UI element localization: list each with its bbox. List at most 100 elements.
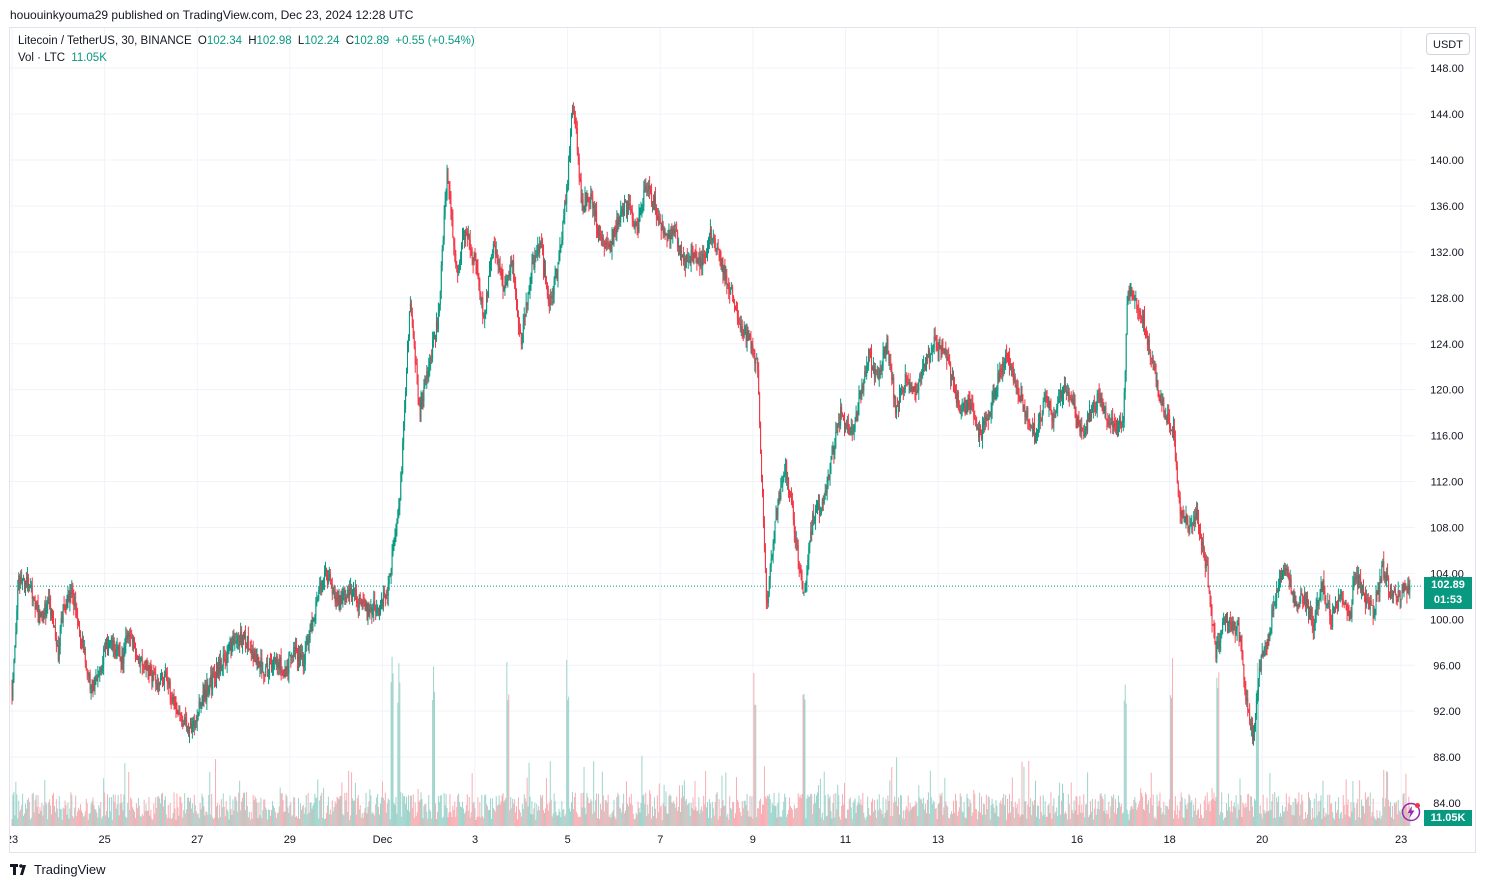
- volume-bar: [1107, 813, 1109, 826]
- candle-body: [485, 310, 487, 314]
- volume-bar: [227, 811, 229, 826]
- volume-bar: [161, 794, 163, 826]
- legend-volume[interactable]: Vol · LTC 11.05K: [18, 52, 110, 64]
- legend-ohlc[interactable]: Litecoin / TetherUS, 30, BINANCE O102.34…: [18, 35, 478, 47]
- volume-bar: [430, 811, 432, 826]
- volume-bar: [940, 795, 942, 826]
- candle-body: [119, 651, 121, 660]
- volume-bar: [248, 811, 250, 826]
- candle-body: [1228, 620, 1230, 625]
- volume-bar: [732, 801, 734, 826]
- candle-body: [824, 490, 826, 496]
- volume-bar: [907, 795, 909, 826]
- candle-body: [1325, 602, 1327, 606]
- volume-bar: [568, 696, 570, 826]
- volume-bar: [1399, 812, 1401, 826]
- volume-bar: [201, 793, 203, 826]
- candle-body: [1243, 664, 1245, 680]
- volume-bar: [590, 799, 592, 826]
- candle-body: [406, 372, 408, 392]
- volume-bar: [762, 804, 764, 826]
- candle-body: [1377, 587, 1379, 595]
- volume-bar: [1265, 811, 1267, 826]
- volume-bar: [373, 813, 375, 826]
- candle-body: [678, 245, 680, 248]
- volume-bar: [1357, 798, 1359, 826]
- volume-bar: [490, 818, 492, 826]
- candle-body: [855, 412, 857, 422]
- volume-bar: [415, 816, 417, 826]
- volume-bar: [604, 799, 606, 826]
- volume-bar: [1346, 804, 1348, 826]
- volume-bar: [989, 819, 991, 826]
- candle-body: [360, 602, 362, 607]
- candle-body: [1055, 411, 1057, 417]
- candle-body: [887, 338, 889, 353]
- candle-body: [720, 257, 722, 263]
- candle-body: [1384, 575, 1386, 579]
- volume-bar: [435, 818, 437, 826]
- candle-body: [182, 725, 184, 727]
- y-tick-label: 144.00: [1430, 109, 1464, 121]
- volume-bar: [971, 816, 973, 826]
- volume-bar: [1026, 818, 1028, 826]
- volume-bar: [734, 813, 736, 826]
- volume-bar: [502, 793, 504, 826]
- volume-bar: [1324, 816, 1326, 826]
- volume-bar: [508, 694, 510, 826]
- candle-body: [1347, 611, 1349, 614]
- candle-body: [879, 369, 881, 378]
- candle-body: [241, 631, 243, 645]
- volume-bar: [1180, 792, 1182, 826]
- volume-bar: [1334, 819, 1336, 826]
- candle-body: [1126, 303, 1128, 334]
- currency-button[interactable]: USDT: [1426, 33, 1470, 55]
- volume-bar: [65, 804, 67, 826]
- candle-body: [434, 336, 436, 338]
- volume-bar: [610, 817, 612, 826]
- candle-body: [955, 393, 957, 403]
- symbol-title[interactable]: Litecoin / TetherUS, 30, BINANCE: [18, 35, 192, 47]
- volume-bar: [1258, 813, 1260, 826]
- candle-body: [1117, 424, 1119, 432]
- candlestick-chart[interactable]: 84.0088.0092.0096.00100.00104.00108.0011…: [10, 28, 1476, 852]
- candle-body: [1147, 339, 1149, 345]
- candle-body: [1027, 407, 1029, 422]
- candle-body: [258, 661, 260, 667]
- lightning-bolt-icon[interactable]: [1401, 802, 1421, 822]
- volume-bar: [1247, 794, 1249, 826]
- candle-body: [1308, 613, 1310, 615]
- candle-body: [1028, 421, 1030, 423]
- candle-body: [426, 371, 428, 380]
- candle-body: [640, 209, 642, 214]
- candle-body: [874, 369, 876, 377]
- candle-body: [324, 571, 326, 581]
- candle-body: [1130, 288, 1132, 293]
- volume-bar: [441, 817, 443, 826]
- candle-body: [702, 254, 704, 267]
- tradingview-branding[interactable]: TradingView: [10, 862, 106, 877]
- candle-body: [750, 335, 752, 349]
- candle-body: [79, 630, 81, 639]
- candle-body: [1327, 602, 1329, 605]
- candle-body: [330, 582, 332, 584]
- candle-body: [461, 238, 463, 246]
- candle-body: [517, 317, 519, 326]
- candle-body: [976, 426, 978, 429]
- volume-bar: [905, 805, 907, 826]
- candle-body: [91, 686, 93, 689]
- volume-bar: [293, 797, 295, 826]
- candle-body: [978, 426, 980, 438]
- volume-bar: [35, 794, 37, 826]
- volume-bar: [898, 797, 900, 826]
- volume-bar: [1197, 810, 1199, 826]
- volume-bar: [977, 819, 979, 826]
- volume-bar: [571, 792, 573, 826]
- volume-bar: [460, 806, 462, 826]
- candle-body: [115, 648, 117, 657]
- volume-bar: [674, 803, 676, 826]
- volume-bar: [1296, 804, 1298, 826]
- volume-bar: [1232, 806, 1234, 826]
- candle-body: [868, 349, 870, 366]
- candle-body: [788, 478, 790, 493]
